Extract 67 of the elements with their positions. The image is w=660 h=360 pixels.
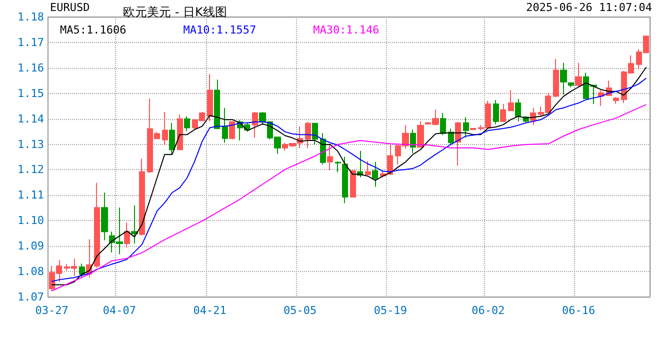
y-tick-label: 1.09 xyxy=(18,240,44,253)
x-tick-label: 06-16 xyxy=(562,304,596,317)
candlestick xyxy=(387,144,393,176)
candlestick xyxy=(350,170,356,198)
candlestick xyxy=(493,99,499,125)
y-tick-label: 1.13 xyxy=(18,138,44,151)
candlestick xyxy=(312,122,318,146)
candlestick xyxy=(101,192,108,241)
text: EURUSD xyxy=(50,1,90,14)
y-tick-label: 1.14 xyxy=(18,112,44,126)
candlestick xyxy=(162,111,168,146)
candlestick xyxy=(365,160,371,176)
line-series xyxy=(51,104,647,292)
y-tick-label: 1.10 xyxy=(18,214,44,228)
y-tick-label: 1.12 xyxy=(18,163,44,176)
chart-title: 欧元美元 - 日K线图 xyxy=(123,5,227,19)
candlestick xyxy=(79,263,85,279)
candlestick xyxy=(305,121,311,149)
candlestick xyxy=(252,111,258,138)
x-tick-label: 06-02 xyxy=(472,304,505,317)
candlestick xyxy=(131,204,138,244)
candlestick xyxy=(448,128,454,145)
y-tick-label: 1.15 xyxy=(18,86,44,100)
candlestick xyxy=(327,144,333,170)
candlestick xyxy=(207,74,213,122)
text: 2025-06-26 11:07:04 xyxy=(526,1,652,14)
x-tick-label: 03-27 xyxy=(35,304,68,317)
candlestick xyxy=(372,161,378,188)
candlestick xyxy=(500,104,506,123)
candlestick xyxy=(575,62,582,87)
candlestick xyxy=(124,222,130,248)
candlestick xyxy=(613,96,619,104)
x-tick-label: 05-19 xyxy=(374,304,407,317)
candlestick xyxy=(222,107,228,144)
y-tick-label: 1.18 xyxy=(18,10,44,24)
text: MA10:1.1557 xyxy=(183,24,256,36)
text: MA30:1.146 xyxy=(313,24,380,36)
candlestick xyxy=(568,82,574,88)
candlestick xyxy=(440,112,446,136)
candlestick xyxy=(470,128,476,130)
candlestick xyxy=(417,120,424,148)
y-tick-label: 1.11 xyxy=(18,188,44,202)
candlestick xyxy=(169,122,175,154)
x-tick-label: 05-05 xyxy=(284,304,317,317)
y-tick-label: 1.16 xyxy=(18,61,44,74)
candlestick xyxy=(598,90,604,106)
candlestick xyxy=(335,160,341,173)
candlestick xyxy=(508,90,514,112)
candlestick xyxy=(139,158,145,236)
candlestick xyxy=(463,116,469,138)
candlestick xyxy=(410,129,416,154)
y-tick-label: 1.07 xyxy=(18,290,44,304)
candlestick xyxy=(214,79,220,129)
candlestick xyxy=(455,121,461,166)
candlestick xyxy=(177,114,183,150)
y-tick-label: 1.08 xyxy=(18,265,44,278)
x-tick-label: 04-07 xyxy=(102,304,136,317)
y-tick-label: 1.17 xyxy=(18,36,44,49)
candlestick xyxy=(229,120,235,140)
candlestick xyxy=(94,182,100,268)
candlestick xyxy=(560,62,567,96)
x-tick-label: 04-21 xyxy=(193,304,226,317)
candlestick xyxy=(184,116,190,132)
candlestick xyxy=(515,98,521,122)
text: MA5:1.1606 xyxy=(60,24,126,36)
candlestick xyxy=(342,156,348,204)
candlestick xyxy=(553,58,559,98)
